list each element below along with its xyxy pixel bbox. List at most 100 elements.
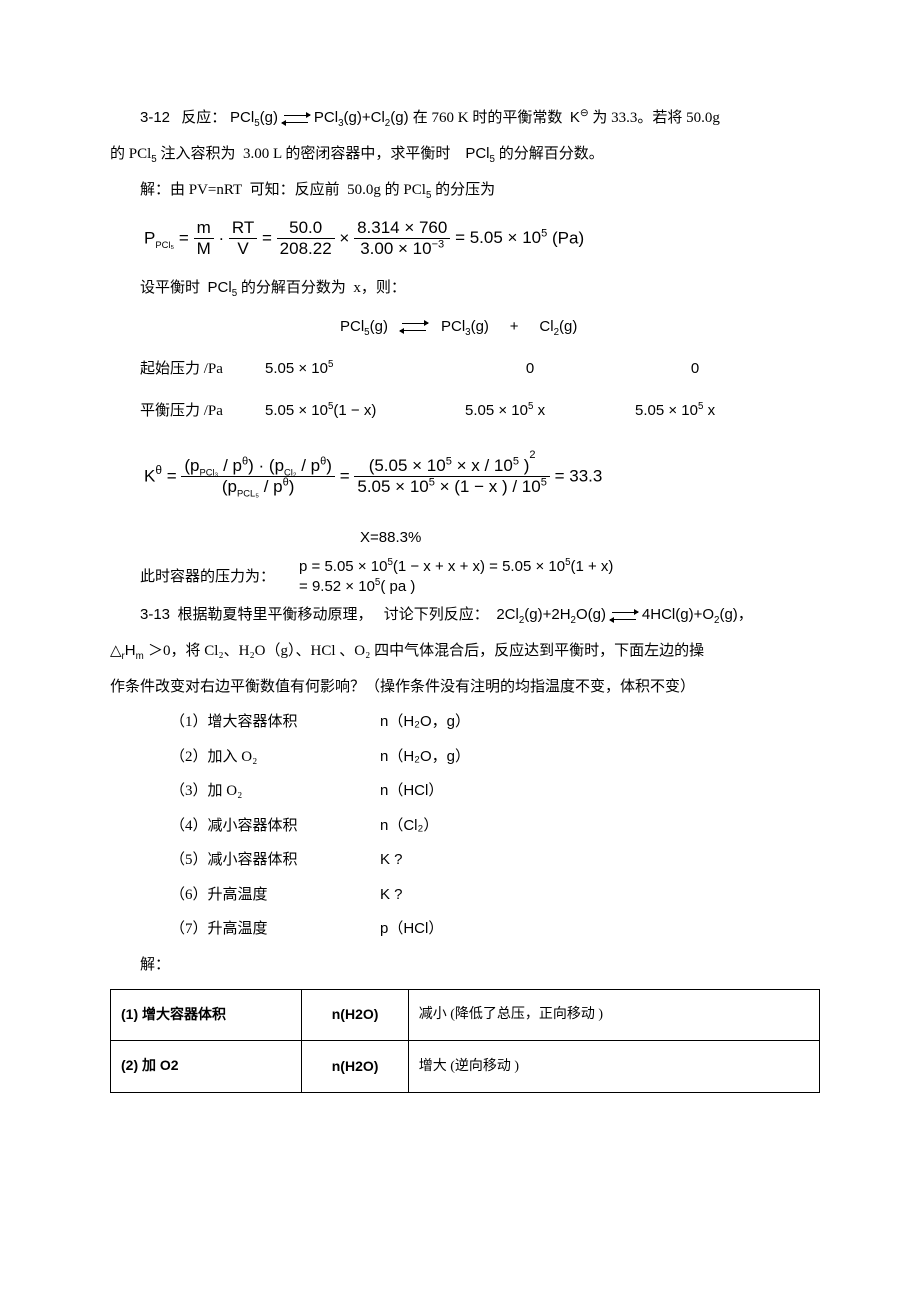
text: 的分解百分数。 [499,146,604,162]
eq: = [340,466,350,485]
den: 3.00 × 10−3 [354,239,450,259]
var: K ? [380,878,530,913]
text: 可知：反应前 [250,182,340,198]
p-formula: PPCl₅ = mM · RTV = 50.0208.22 × 8.314 × … [110,208,820,270]
t: ) [289,477,295,496]
t: (p [222,477,237,496]
sub: m [136,651,144,662]
den: (pPCL₅ / pθ) [181,477,335,497]
t: 5.05 × 10 [265,360,328,377]
op: （4）减小容器体积 [170,809,320,844]
t: ) [519,456,529,475]
text: 的分解百分数为 [241,280,346,296]
sub: PCl₅ [155,240,174,250]
dot: · [218,228,224,247]
sp: PCl [441,318,465,335]
reaction-rhs: 4HCl(g)+O2(g)， [642,606,753,623]
text: 为 33.3。若将 50.0g [592,110,720,126]
sub: 5 [426,190,431,201]
fraction: 8.314 × 7603.00 × 10−3 [354,218,450,260]
t: 4HCl(g)+O [642,606,714,623]
sup: θ [155,463,162,477]
theta-icon: ⊖ [580,107,589,119]
table-row: (1) 增大容器体积 n(H2O) 减小 (降低了总压，正向移动 ) [111,989,820,1041]
text: 的分压为 [435,182,495,198]
fraction: (5.05 × 105 × x / 105 )2 5.05 × 105 × (1… [354,456,550,498]
question-item-7: （7）升高温度p（HCl） [110,912,820,947]
sup: 5 [328,359,333,370]
cell-effect: 减小 (降低了总压，正向移动 ) [408,989,819,1041]
t: (5.05 × 10 [369,456,446,475]
eq: = [167,466,177,485]
t: (2) 加 O2 [121,1057,179,1073]
cell-effect: 增大 (逆向移动 ) [408,1041,819,1093]
lhs: P [144,228,155,247]
t: 5.05 × 10 [265,402,328,419]
t: × (1 − x ) / 10 [435,477,541,496]
num: (5.05 × 105 × x / 105 )2 [354,456,550,477]
t: 2Cl [496,606,519,623]
sup: 5 [541,228,547,240]
sub: 5 [232,288,237,299]
sub: 2 [385,118,390,129]
cell-var: n(H2O) [302,989,408,1041]
t: x [533,402,545,419]
op: （6）升高温度 [170,878,320,913]
text: 设平衡时 [140,280,200,296]
t: (1 − x) [333,402,376,419]
table-row: (2) 加 O2 n(H2O) 增大 (逆向移动 ) [111,1041,820,1093]
op: （7）升高温度 [170,912,320,947]
t: / p [218,456,242,475]
text: PCl [465,145,489,162]
equilibrium-pressure-row: 平衡压力 /Pa 5.05 × 105(1 − x) 5.05 × 105 x … [110,390,820,432]
text: ＞0，将 [148,643,201,659]
problem-number: 3-13 [140,606,170,623]
text: x，则： [353,280,406,296]
den: M [194,239,214,259]
t: = 5.05 × 10 [455,228,541,247]
num: 8.314 × 760 [354,218,450,239]
sup: −3 [432,239,445,251]
p-total-row: 此时容器的压力为： p = 5.05 × 105(1 − x + x + x) … [110,557,820,598]
reaction: 2Cl2(g)+2H2O(g) [496,606,610,623]
val: 5.05 × 105(1 − x) [265,390,425,432]
t: 5.05 × 10 [465,402,528,419]
sp: PCl [230,109,254,126]
fraction: mM [194,218,214,260]
label: 此时容器的压力为： [140,559,275,595]
t: (1 − x + x + x) = 5.05 × 10 [393,558,565,575]
t: △ [110,642,122,659]
op: （1）增大容器体积 [170,705,320,740]
question-item-2: （2）加入 O₂n（H₂O，g） [110,740,820,775]
t: O(g) [576,606,606,623]
var: n（Cl₂） [380,809,530,844]
t: (1 + x) [571,558,614,575]
den: 208.22 [277,239,335,259]
t: (1) 增大容器体积 [121,1006,226,1022]
products: PCl3(g)+Cl2(g) [314,109,413,126]
sub: 3 [338,118,343,129]
start-pressure-row: 起始压力 /Pa 5.05 × 105 0 0 [110,348,820,390]
val: 5.05 × 105 [265,348,425,390]
cell-var: n(H2O) [302,1041,408,1093]
times: × [339,228,349,247]
cell-op: (2) 加 O2 [111,1041,302,1093]
t: (g)， [719,606,752,623]
sub: 5 [490,154,495,165]
val: 0 [635,348,755,390]
reactant: PCl5(g) [230,109,282,126]
delta-rHm: △rHm [110,642,148,659]
text: 注入容积为 [160,146,235,162]
var: K ? [380,843,530,878]
solution-label: 解： [110,947,820,983]
p312-sol-line1: 解：由 PV=nRT 可知：反应前 50.0g 的 PCl5 的分压为 [110,172,820,208]
label: 平衡压力 /Pa [140,390,225,432]
question-item-4: （4）减小容器体积 n（Cl₂） [110,809,820,844]
sup: 5 [541,477,547,489]
t: (p [184,456,199,475]
answer-table: (1) 增大容器体积 n(H2O) 减小 (降低了总压，正向移动 ) (2) 加… [110,989,820,1093]
result: = 33.3 [555,466,603,485]
fraction: RTV [229,218,257,260]
p312-intro-line2: 的 PCl5 注入容积为 3.00 L 的密闭容器中，求平衡时 PCl5 的分解… [110,136,820,172]
t: ) [326,456,332,475]
